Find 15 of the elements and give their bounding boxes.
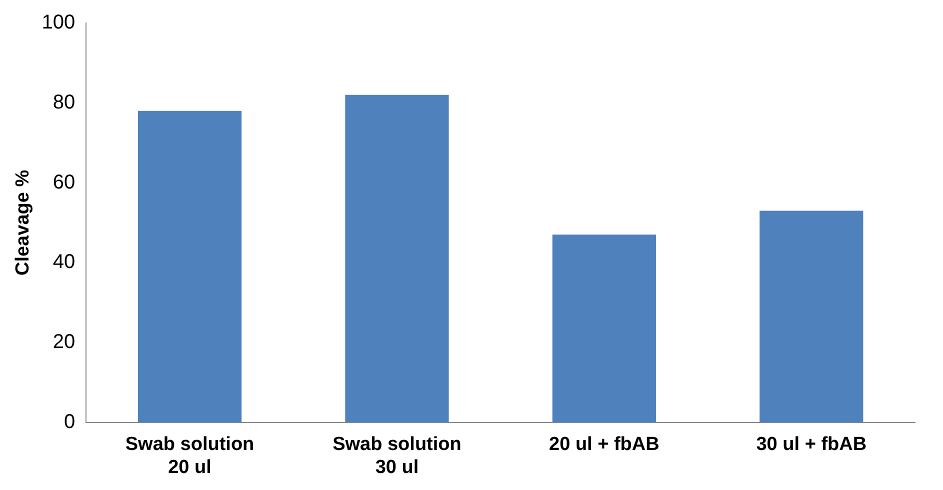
- x-tick-label: 20 ul + fbAB: [549, 434, 660, 456]
- y-tick-label: 0: [64, 410, 76, 433]
- bar: [552, 234, 656, 422]
- bar: [138, 110, 242, 422]
- x-tick-label: Swab solution 20 ul: [125, 434, 254, 478]
- y-tick-label: 60: [52, 171, 76, 194]
- bar: [345, 94, 449, 422]
- y-tick-label: 20: [52, 331, 76, 354]
- x-tick-label: 30 ul + fbAB: [756, 434, 867, 456]
- bar: [760, 210, 864, 422]
- y-tick-label: 80: [52, 91, 76, 114]
- y-axis-title: Cleavage %: [12, 170, 34, 276]
- y-tick-label: 40: [52, 251, 76, 274]
- y-tick-label: 100: [42, 12, 76, 34]
- x-tick-label: Swab solution 30 ul: [332, 434, 462, 478]
